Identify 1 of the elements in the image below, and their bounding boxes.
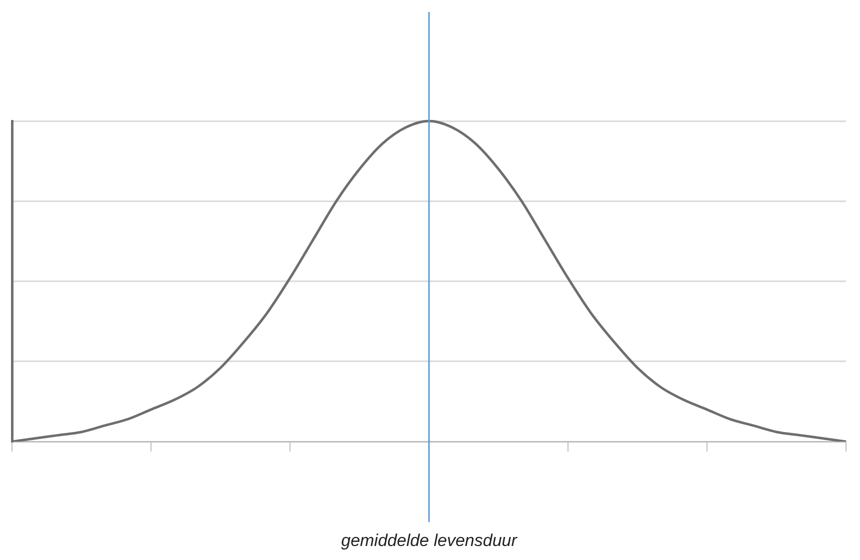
text: gemiddelde levensduur xyxy=(341,531,518,550)
